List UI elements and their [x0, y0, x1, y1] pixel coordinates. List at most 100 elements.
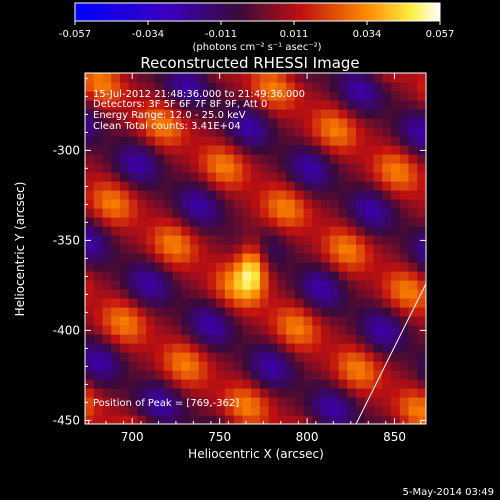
heatmap-cell — [146, 154, 156, 164]
heatmap-cell — [251, 262, 261, 272]
heatmap-cell — [408, 334, 418, 344]
heatmap-cell — [172, 181, 182, 191]
heatmap-cell — [216, 406, 226, 416]
heatmap-cell — [356, 271, 366, 281]
heatmap-cell — [373, 100, 383, 110]
heatmap-cell — [224, 136, 235, 146]
heatmap-cell — [303, 379, 313, 389]
heatmap-cell — [303, 154, 313, 164]
heatmap-cell — [277, 91, 287, 101]
heatmap-cell — [146, 271, 156, 281]
heatmap-cell — [277, 361, 287, 371]
heatmap-cell — [154, 199, 165, 209]
heatmap-cell — [391, 388, 401, 398]
heatmap-cell — [303, 100, 313, 110]
solar-limb-line — [355, 283, 426, 424]
heatmap-cell — [417, 199, 426, 209]
heatmap-cell — [364, 136, 375, 146]
heatmap-cell — [154, 172, 165, 182]
heatmap-cell — [102, 235, 112, 245]
heatmap-cell — [93, 172, 104, 182]
heatmap-cell — [268, 226, 278, 236]
heatmap-cell — [347, 73, 357, 83]
heatmap-cell — [286, 100, 296, 110]
heatmap-cell — [198, 415, 209, 424]
heatmap-cell — [417, 163, 426, 173]
heatmap-cell — [268, 199, 278, 209]
heatmap-cell — [399, 316, 410, 326]
heatmap-cell — [102, 226, 112, 236]
heatmap-cell — [154, 415, 165, 424]
heatmap-cell — [128, 109, 139, 119]
heatmap-cell — [286, 379, 296, 389]
heatmap-cell — [172, 271, 182, 281]
heatmap-cell — [93, 397, 104, 407]
heatmap-cell — [408, 316, 418, 326]
heatmap-cell — [347, 316, 357, 326]
heatmap-cell — [364, 406, 375, 416]
heatmap-cell — [391, 235, 401, 245]
heatmap-cell — [207, 334, 217, 344]
heatmap-cell — [102, 82, 112, 92]
heatmap-cell — [347, 334, 357, 344]
heatmap-cell — [154, 316, 165, 326]
heatmap-cell — [347, 235, 357, 245]
heatmap-cell — [391, 208, 401, 218]
heatmap-cell — [198, 289, 209, 299]
heatmap-cell — [294, 190, 305, 200]
heatmap-cell — [321, 298, 331, 308]
heatmap-cell — [93, 226, 104, 236]
heatmap-cell — [347, 136, 357, 146]
heatmap-cell — [181, 397, 191, 407]
heatmap-cell — [189, 415, 200, 424]
heatmap-cell — [356, 388, 366, 398]
heatmap-cell — [198, 388, 209, 398]
heatmap-cell — [137, 361, 147, 371]
heatmap-cell — [119, 208, 130, 218]
heatmap-cell — [251, 280, 261, 290]
heatmap-cell — [102, 271, 112, 281]
heatmap-cell — [198, 82, 209, 92]
heatmap-cell — [172, 370, 182, 380]
heatmap-cell — [111, 289, 121, 299]
heatmap-cell — [111, 262, 121, 272]
heatmap-cell — [146, 298, 156, 308]
heatmap-cell — [242, 190, 252, 200]
heatmap-cell — [399, 352, 410, 362]
heatmap-cell — [268, 361, 278, 371]
heatmap-cell — [329, 370, 340, 380]
heatmap-cell — [242, 316, 252, 326]
heatmap-cell — [321, 388, 331, 398]
footer-timestamp: 5-May-2014 03:49 — [402, 487, 494, 498]
heatmap-cell — [242, 262, 252, 272]
heatmap-cell — [207, 388, 217, 398]
heatmap-cell — [391, 190, 401, 200]
heatmap-cell — [85, 289, 95, 299]
heatmap-cell — [251, 406, 261, 416]
heatmap-cell — [259, 406, 270, 416]
heatmap-cell — [259, 217, 270, 227]
heatmap-cell — [233, 109, 243, 119]
heatmap-cell — [338, 307, 348, 317]
heatmap-cell — [294, 325, 305, 335]
heatmap-cell — [277, 415, 287, 424]
heatmap-cell — [382, 172, 392, 182]
heatmap-cell — [329, 307, 340, 317]
heatmap-cell — [85, 82, 95, 92]
heatmap-cell — [224, 370, 235, 380]
heatmap-cell — [128, 127, 139, 137]
heatmap-cell — [294, 154, 305, 164]
heatmap-cell — [111, 145, 121, 155]
heatmap-cell — [216, 136, 226, 146]
heatmap-cell — [329, 226, 340, 236]
heatmap-cell — [102, 109, 112, 119]
heatmap-cell — [312, 415, 322, 424]
heatmap-cell — [329, 298, 340, 308]
heatmap-cell — [119, 91, 130, 101]
heatmap-cell — [277, 379, 287, 389]
heatmap-cell — [128, 397, 139, 407]
heatmap-cell — [154, 343, 165, 353]
heatmap-cell — [111, 226, 121, 236]
heatmap-cell — [364, 307, 375, 317]
heatmap-cell — [119, 325, 130, 335]
